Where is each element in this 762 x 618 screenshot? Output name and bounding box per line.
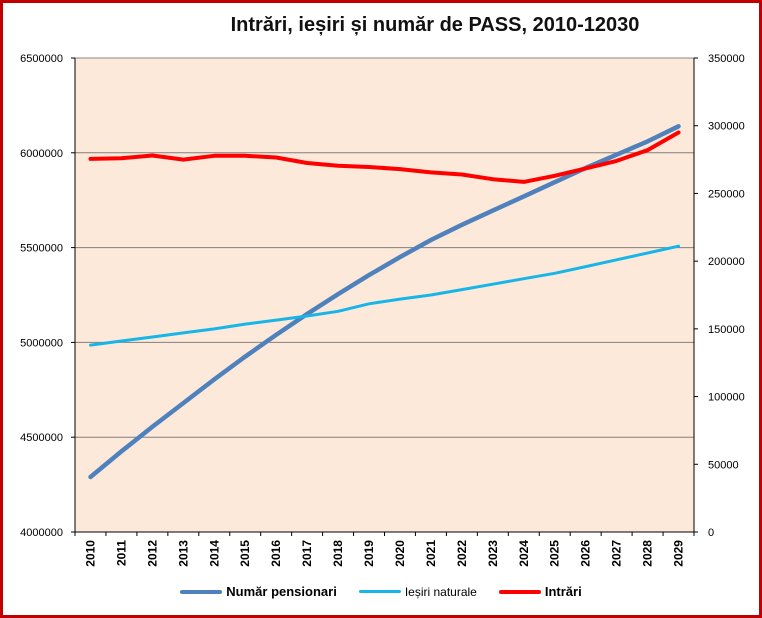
left-axis-tick-label: 6500000 (20, 53, 63, 65)
left-axis-tick-label: 5000000 (20, 337, 63, 349)
legend-item-iesiri: Ieșiri naturale (358, 584, 477, 599)
chart-title: Intrări, ieșiri și număr de PASS, 2010-1… (230, 14, 640, 36)
right-axis-tick-label: 100000 (708, 392, 745, 404)
series-line-2 (88, 130, 681, 184)
x-axis-tick-label: 2012 (145, 540, 159, 567)
x-axis-tick-label: 2026 (579, 540, 593, 567)
x-axis-tick-label: 2020 (393, 540, 407, 567)
left-axis-tick-label: 4500000 (20, 432, 63, 444)
x-axis-tick-label: 2024 (517, 540, 531, 567)
left-axis-tick-label: 4000000 (20, 527, 63, 539)
series-line-1 (89, 244, 680, 347)
right-axis-tick-label: 350000 (708, 53, 745, 65)
right-axis-tick-label: 250000 (708, 188, 745, 200)
x-axis-tick-label: 2027 (610, 540, 624, 567)
right-axis-tick-label: 300000 (708, 121, 745, 133)
x-axis-tick-label: 2023 (486, 540, 500, 567)
x-axis-tick-label: 2019 (362, 540, 376, 567)
x-axis-tick-label: 2025 (548, 540, 562, 567)
right-axis-tick-label: 150000 (708, 324, 745, 336)
x-axis-tick-label: 2011 (114, 540, 128, 566)
x-axis-tick-label: 2029 (672, 540, 686, 567)
chart-legend: Număr pensionari Ieșiri naturale Intrări (0, 584, 762, 599)
x-axis-tick-label: 2017 (300, 540, 314, 567)
x-axis-tick-label: 2014 (207, 540, 221, 567)
x-axis-tick-label: 2010 (83, 540, 97, 567)
plot-area (74, 57, 695, 533)
legend-label-intrari: Intrări (544, 584, 582, 599)
x-axis-tick-label: 2028 (641, 540, 655, 567)
legend-item-pensionari: Număr pensionari (180, 584, 337, 599)
legend-label-pensionari: Număr pensionari (226, 584, 337, 599)
right-axis-tick-label: 50000 (708, 459, 739, 471)
right-axis-tick-label: 200000 (708, 256, 745, 268)
right-axis-tick-label: 0 (708, 527, 714, 539)
x-axis-tick-label: 2018 (331, 540, 345, 567)
x-axis-tick-label: 2022 (455, 540, 469, 567)
x-axis-tick-label: 2016 (269, 540, 283, 567)
x-axis-tick-label: 2015 (238, 540, 252, 567)
legend-label-iesiri: Ieșiri naturale (404, 584, 477, 599)
legend-item-intrari: Intrări (498, 584, 582, 599)
left-axis-tick-label: 5500000 (20, 243, 63, 255)
legend-swatch-intrari (498, 589, 541, 594)
legend-swatch-pensionari (180, 589, 223, 594)
left-axis-tick-label: 6000000 (20, 148, 63, 160)
x-axis-tick-label: 2013 (176, 540, 190, 567)
x-axis-tick-label: 2021 (424, 540, 438, 567)
legend-swatch-iesiri (358, 590, 401, 593)
